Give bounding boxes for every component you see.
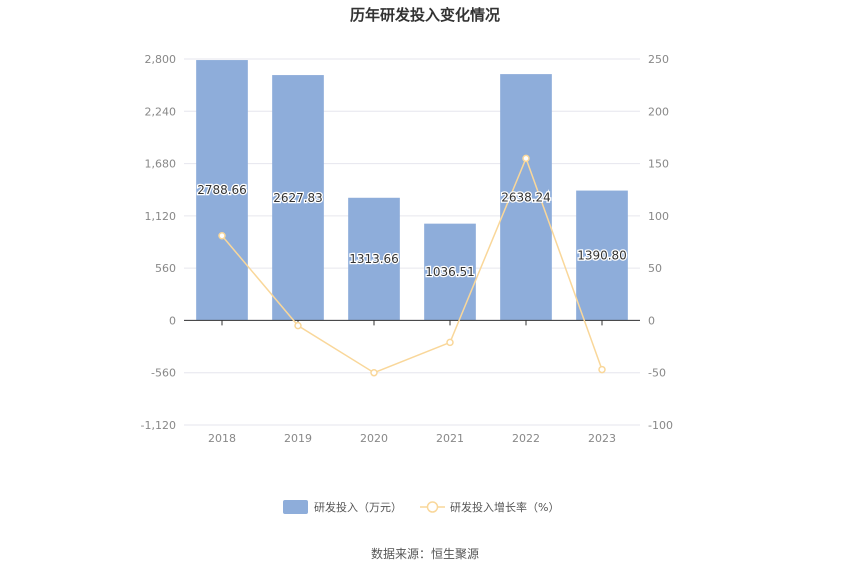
bar-value-label: 2788.66 xyxy=(197,183,247,197)
growth-point[interactable] xyxy=(446,338,454,347)
left-tick-label: -1,120 xyxy=(141,419,176,432)
growth-line xyxy=(221,156,603,374)
x-tick-label: 2020 xyxy=(360,432,388,445)
bar[interactable] xyxy=(424,223,476,321)
bar-value-label: 2627.83 xyxy=(273,191,323,205)
left-tick-label: -560 xyxy=(151,367,176,380)
chart-title: 历年研发投入变化情况 xyxy=(350,6,500,24)
data-source: 数据来源：恒生聚源 xyxy=(371,546,479,561)
bar[interactable] xyxy=(348,197,400,321)
growth-point[interactable] xyxy=(218,231,226,240)
bar[interactable] xyxy=(500,74,552,321)
x-tick-label: 2022 xyxy=(512,432,540,445)
bar-value-label: 1313.66 xyxy=(349,252,399,266)
x-tick-label: 2023 xyxy=(588,432,616,445)
bar-series xyxy=(196,60,628,321)
x-tick-label: 2021 xyxy=(436,432,464,445)
grid xyxy=(184,58,640,426)
left-tick-label: 560 xyxy=(155,262,176,275)
left-tick-label: 0 xyxy=(169,314,176,327)
legend-bar-label[interactable]: 研发投入（万元） xyxy=(314,500,402,514)
right-tick-label: 200 xyxy=(648,105,669,118)
bar[interactable] xyxy=(272,75,324,321)
right-tick-label: 250 xyxy=(648,53,669,66)
right-axis: 250 200 150 100 50 0 -50 -100 xyxy=(648,53,673,432)
legend-line-label[interactable]: 研发投入增长率（%） xyxy=(450,500,559,514)
bar[interactable] xyxy=(196,60,248,321)
right-tick-label: 50 xyxy=(648,262,662,275)
x-axis: 2018 2019 2020 2021 2022 2023 xyxy=(184,319,640,445)
right-tick-label: 150 xyxy=(648,158,669,171)
left-tick-label: 2,240 xyxy=(145,105,177,118)
bar-value-label: 2638.24 xyxy=(501,190,551,204)
x-tick-label: 2019 xyxy=(284,432,312,445)
bar[interactable] xyxy=(576,190,628,321)
right-tick-label: -50 xyxy=(648,367,666,380)
growth-point[interactable] xyxy=(294,321,302,330)
left-axis: 2,800 2,240 1,680 1,120 560 0 -560 -1,120 xyxy=(141,53,176,432)
right-tick-label: -100 xyxy=(648,419,673,432)
left-tick-label: 2,800 xyxy=(145,53,177,66)
left-tick-label: 1,120 xyxy=(145,210,177,223)
right-tick-label: 100 xyxy=(648,210,669,223)
growth-point[interactable] xyxy=(370,368,378,377)
line-series xyxy=(218,154,606,377)
bar-labels: 2788.66 2627.83 1313.66 1036.51 2638.24 1390.… xyxy=(196,182,628,280)
growth-point[interactable] xyxy=(598,365,606,374)
right-tick-label: 0 xyxy=(648,314,655,327)
legend-line-marker[interactable] xyxy=(426,501,439,513)
legend-bar-swatch[interactable] xyxy=(283,500,308,514)
left-tick-label: 1,680 xyxy=(145,158,177,171)
bar-value-label: 1036.51 xyxy=(425,265,475,279)
growth-point[interactable] xyxy=(522,154,530,163)
bar-value-label: 1390.80 xyxy=(577,249,627,263)
x-tick-label: 2018 xyxy=(208,432,236,445)
legend[interactable]: 研发投入（万元） 研发投入增长率（%） xyxy=(283,500,559,514)
